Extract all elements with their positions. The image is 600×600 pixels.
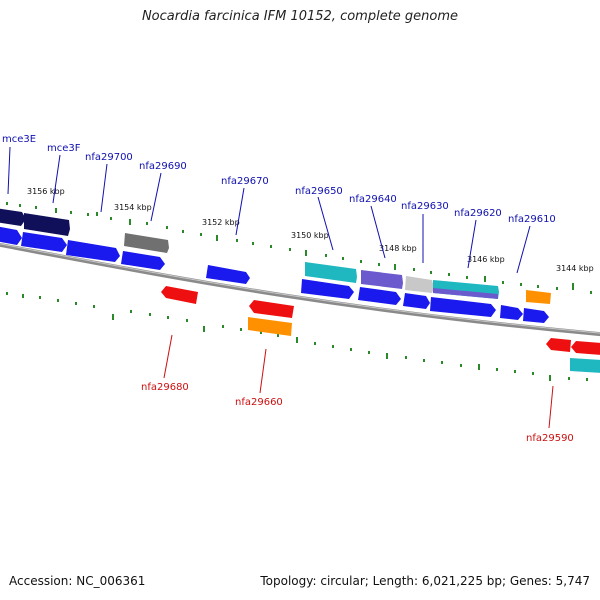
gene-label-nfa29610[interactable]: nfa29610 [508, 214, 556, 225]
cds-arrow-9[interactable] [430, 297, 496, 317]
gene-arrow-nfa29630-lightgray[interactable] [405, 276, 434, 293]
leader-line-mce3f [52, 154, 61, 204]
forward-gene-labels: mce3E mce3F nfa29700 nfa29690 nfa29670 n… [2, 134, 556, 274]
upper-tick-row [6, 202, 592, 294]
cds-arrow-7[interactable] [358, 287, 401, 305]
kbp-label-3152: 3152 kbp [202, 218, 240, 227]
reverse-gene-arrow-nfa29660[interactable] [248, 317, 292, 336]
leader-line-mce3e [7, 146, 11, 195]
reverse-gene-arrow-red-3[interactable] [546, 338, 571, 352]
genome-backbone-highlight [0, 243, 600, 334]
leader-line-nfa29660 [259, 348, 267, 394]
gene-arrow-nfa29690-gray[interactable] [124, 233, 169, 253]
leader-line-nfa29700 [100, 163, 108, 213]
leader-line-nfa29620 [467, 219, 477, 269]
gene-label-nfa29590[interactable]: nfa29590 [526, 433, 574, 444]
feature-row-cds [0, 226, 549, 323]
leader-line-nfa29650 [317, 196, 334, 251]
genome-backbone [0, 242, 600, 337]
gene-label-nfa29640[interactable]: nfa29640 [349, 194, 397, 205]
gene-arrow-nfa29620-purple-overlay [433, 288, 498, 299]
kbp-label-3144: 3144 kbp [556, 264, 594, 273]
cds-arrow-4[interactable] [121, 251, 165, 270]
reverse-gene-arrow-nfa29680[interactable] [161, 286, 198, 304]
cds-arrow-10[interactable] [500, 305, 523, 320]
reverse-gene-arrow-red-4[interactable] [571, 341, 600, 355]
leader-line-nfa29640 [370, 205, 386, 259]
gene-arrow-orange-right[interactable] [526, 290, 551, 304]
cds-arrow-3[interactable] [66, 240, 120, 262]
gene-label-mce3e[interactable]: mce3E [2, 134, 36, 145]
gene-arrow-nfa29640-purple[interactable] [361, 270, 403, 289]
leader-line-nfa29590 [548, 385, 554, 429]
gene-label-nfa29620[interactable]: nfa29620 [454, 208, 502, 219]
gene-label-nfa29680[interactable]: nfa29680 [141, 382, 189, 393]
leader-line-nfa29690 [150, 172, 162, 222]
gene-label-nfa29700[interactable]: nfa29700 [85, 152, 133, 163]
reverse-gene-arrow-red-2[interactable] [249, 300, 294, 318]
cds-arrow-5[interactable] [206, 265, 250, 284]
gene-label-mce3f[interactable]: mce3F [47, 143, 81, 154]
kbp-label-3156: 3156 kbp [27, 187, 65, 196]
leader-line-nfa29670 [235, 187, 245, 236]
genome-summary: Topology: circular; Length: 6,021,225 bp… [260, 574, 590, 588]
cds-arrow-2[interactable] [21, 232, 67, 252]
lower-tick-row [6, 292, 588, 381]
accession-info: Accession: NC_006361 [9, 574, 146, 588]
reverse-gene-labels: nfa29680 nfa29660 nfa29590 [141, 334, 574, 444]
kbp-label-3146: 3146 kbp [467, 255, 505, 264]
cds-arrow-8[interactable] [403, 293, 430, 309]
gene-label-nfa29650[interactable]: nfa29650 [295, 186, 343, 197]
leader-line-nfa29610 [516, 225, 531, 274]
cds-arrow-11[interactable] [523, 308, 549, 323]
gene-arrow-nfa29650-cyan[interactable] [305, 262, 357, 283]
reverse-gene-arrow-nfa29590-cyan[interactable] [570, 358, 600, 373]
map-title: Nocardia farcinica IFM 10152, complete g… [141, 9, 459, 24]
gene-label-nfa29660[interactable]: nfa29660 [235, 397, 283, 408]
gene-arrow-mce3e-navy[interactable] [0, 208, 26, 226]
cds-arrow-1[interactable] [0, 226, 22, 245]
gene-label-nfa29690[interactable]: nfa29690 [139, 161, 187, 172]
leader-line-nfa29680 [163, 334, 173, 379]
kbp-label-3150: 3150 kbp [291, 231, 329, 240]
gene-arrow-mce3f-navy[interactable] [24, 213, 70, 236]
kbp-label-3154: 3154 kbp [114, 203, 152, 212]
gene-label-nfa29630[interactable]: nfa29630 [401, 201, 449, 212]
feature-row-upper [0, 208, 551, 304]
kbp-label-3148: 3148 kbp [379, 244, 417, 253]
cds-arrow-6[interactable] [301, 279, 354, 299]
gene-label-nfa29670[interactable]: nfa29670 [221, 176, 269, 187]
feature-row-reverse [161, 286, 600, 373]
